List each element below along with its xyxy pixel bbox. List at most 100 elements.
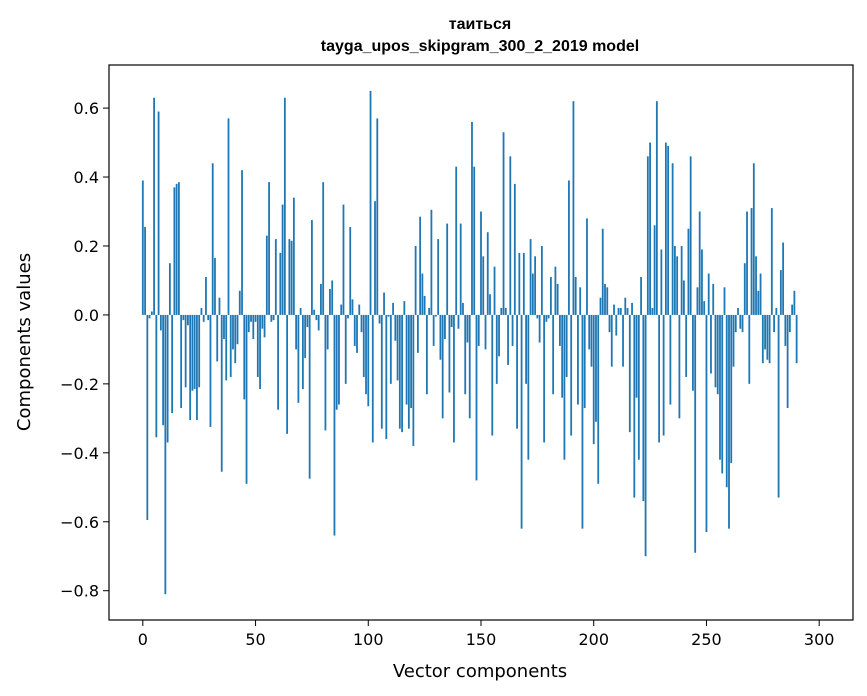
bar-114 [398, 314, 401, 429]
bar-53 [261, 314, 264, 329]
bar-264 [737, 308, 739, 315]
bar-65 [288, 239, 291, 315]
bar-231 [662, 314, 665, 436]
bar-260 [728, 314, 730, 529]
bar-101 [369, 90, 372, 315]
bar-189 [568, 180, 570, 315]
bar-44 [241, 170, 243, 315]
bar-109 [387, 314, 390, 317]
bar-119 [410, 314, 413, 408]
bar-164 [511, 314, 514, 346]
bar-1 [144, 227, 146, 315]
bar-19 [184, 314, 187, 388]
bar-4 [150, 311, 153, 315]
bar-241 [685, 314, 688, 377]
bar-54 [263, 314, 266, 338]
bar-262 [732, 314, 735, 367]
x-tick-label: 50 [245, 630, 265, 649]
bar-282 [777, 314, 780, 498]
bar-280 [773, 314, 775, 333]
bar-167 [518, 252, 521, 315]
bar-136 [448, 314, 451, 393]
bar-70 [299, 308, 302, 315]
bar-79 [320, 283, 322, 315]
bar-180 [547, 314, 550, 319]
bar-215 [626, 308, 629, 315]
bar-31 [211, 163, 214, 315]
bar-183 [554, 266, 557, 315]
bar-192 [574, 277, 577, 315]
bar-67 [292, 197, 295, 315]
bar-199 [590, 314, 593, 367]
bar-124 [421, 273, 424, 315]
bar-147 [473, 166, 476, 315]
bar-196 [583, 314, 586, 408]
chart-subtitle: tayga_upos_skipgram_300_2_2019 model [321, 38, 639, 55]
bar-242 [687, 228, 690, 315]
bar-86 [335, 314, 338, 410]
bar-49 [252, 314, 255, 340]
bar-40 [232, 314, 234, 350]
bar-290 [795, 314, 798, 364]
bar-51 [256, 314, 259, 377]
bar-137 [450, 314, 453, 327]
bar-108 [385, 314, 388, 440]
bar-71 [301, 314, 304, 390]
bar-8 [159, 314, 162, 331]
bar-245 [694, 314, 697, 553]
bar-288 [791, 304, 794, 315]
bar-81 [324, 314, 327, 431]
bar-168 [520, 314, 523, 529]
bar-100 [367, 314, 370, 407]
bar-188 [565, 314, 568, 377]
bar-63 [283, 97, 286, 315]
y-tick-label: −0.6 [60, 513, 99, 532]
bar-232 [664, 142, 667, 315]
bar-187 [563, 314, 566, 460]
bar-176 [538, 314, 541, 343]
bar-222 [642, 314, 645, 502]
bar-228 [655, 101, 658, 315]
bar-254 [714, 314, 717, 388]
bar-265 [739, 314, 742, 329]
bar-219 [635, 314, 638, 398]
bar-247 [698, 211, 701, 315]
bar-276 [764, 314, 766, 350]
bar-133 [441, 314, 444, 419]
bar-261 [730, 314, 733, 464]
bar-52 [259, 314, 261, 390]
x-tick-label: 200 [578, 630, 609, 649]
bar-27 [202, 314, 205, 322]
bar-270 [750, 208, 753, 315]
bar-107 [383, 292, 385, 315]
bar-203 [599, 297, 602, 315]
bar-279 [770, 208, 773, 315]
y-tick-label: 0.6 [74, 99, 99, 118]
bar-155 [491, 314, 494, 436]
bar-257 [721, 314, 724, 474]
bar-23 [193, 314, 196, 390]
bar-140 [457, 314, 460, 329]
bar-29 [207, 314, 210, 321]
bar-166 [516, 314, 518, 429]
bar-266 [741, 314, 744, 333]
bar-132 [439, 314, 442, 360]
bar-214 [624, 297, 627, 315]
bar-169 [522, 252, 525, 315]
bar-28 [205, 277, 207, 315]
bar-84 [331, 280, 334, 315]
bar-204 [601, 228, 604, 315]
bar-267 [743, 263, 746, 315]
y-tick-label: −0.8 [60, 582, 99, 601]
bar-20 [187, 314, 189, 326]
bar-18 [182, 314, 185, 321]
bar-42 [236, 314, 239, 345]
bar-89 [342, 204, 345, 315]
bar-112 [394, 314, 397, 341]
bar-162 [507, 314, 509, 365]
bar-151 [482, 256, 485, 315]
bar-213 [622, 314, 624, 367]
bar-92 [349, 227, 352, 315]
